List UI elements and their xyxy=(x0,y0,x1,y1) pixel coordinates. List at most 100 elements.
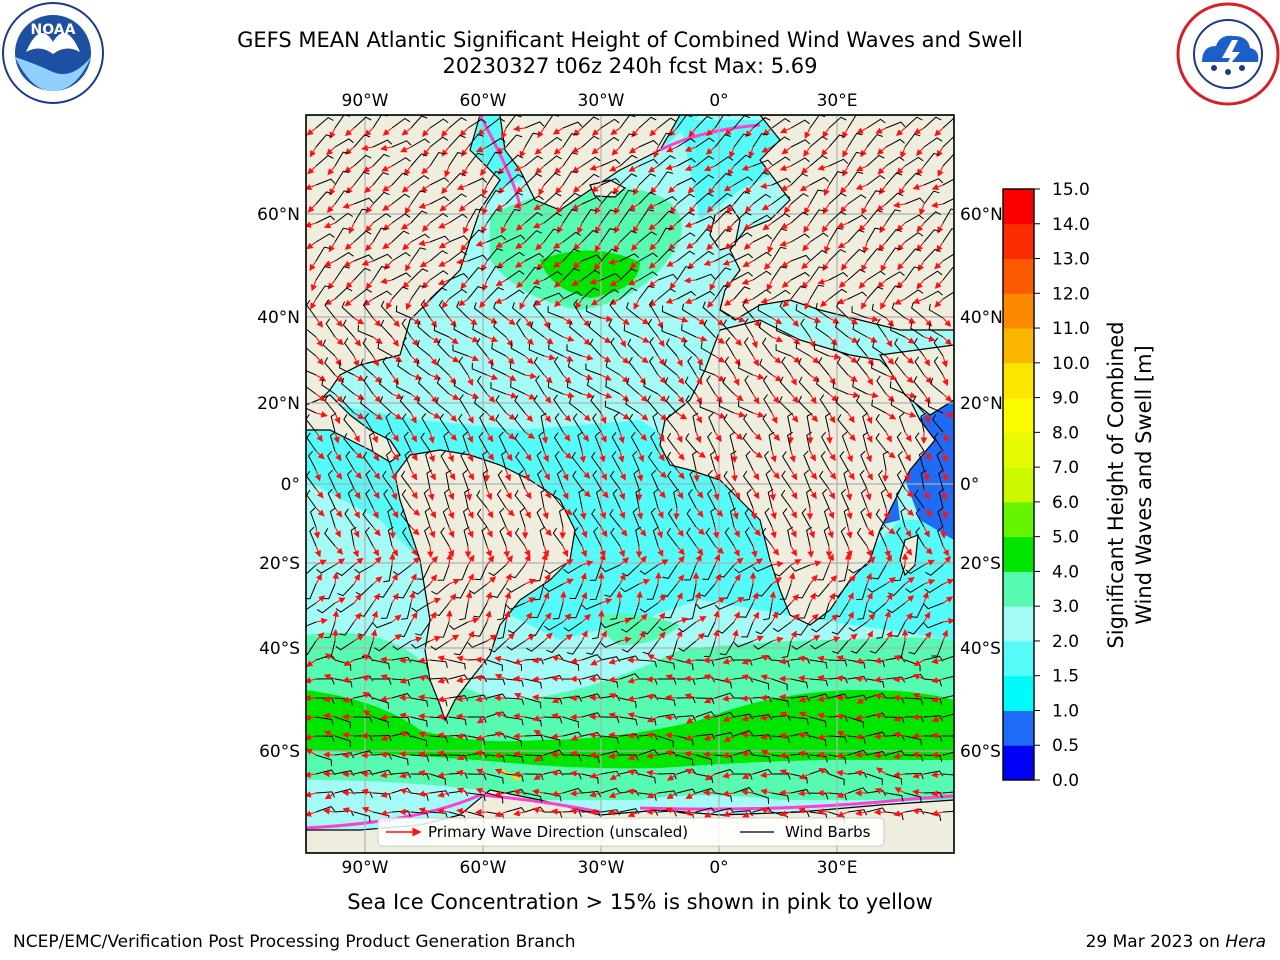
wind-barb xyxy=(619,173,638,186)
lat-tick-right: 20°S xyxy=(960,554,1001,574)
wind-barb xyxy=(638,231,657,243)
wind-barb xyxy=(809,232,829,243)
wind-barb xyxy=(562,170,578,186)
wave-direction-arrow xyxy=(315,393,326,402)
wind-barb xyxy=(410,153,428,167)
wind-barb xyxy=(890,324,906,338)
wind-barb xyxy=(324,300,336,319)
wave-direction-arrow xyxy=(821,222,830,233)
lon-tick-bottom: 60°W xyxy=(460,858,507,878)
wind-barb xyxy=(505,134,523,148)
wind-barb xyxy=(377,342,393,357)
wave-direction-arrow xyxy=(524,317,533,328)
wave-direction-arrow xyxy=(861,260,868,272)
wind-barb xyxy=(436,358,450,376)
wave-direction-arrow xyxy=(896,127,906,137)
wind-barb xyxy=(509,362,526,376)
wind-barb xyxy=(505,192,524,205)
wind-barb xyxy=(562,152,579,167)
wave-direction-arrow xyxy=(706,241,716,251)
wind-barb xyxy=(800,318,811,338)
wind-barb xyxy=(306,370,317,376)
wave-direction-arrow xyxy=(500,127,508,140)
wave-direction-arrow xyxy=(344,298,355,307)
wind-barb xyxy=(605,380,621,395)
legend-barb-label: Wind Barbs xyxy=(785,823,871,841)
wind-barb xyxy=(486,117,506,129)
wave-direction-arrow xyxy=(638,393,649,403)
wave-direction-arrow xyxy=(505,355,515,365)
wave-direction-arrow xyxy=(334,336,344,346)
wave-direction-arrow xyxy=(780,184,792,191)
wave-direction-arrow xyxy=(904,317,916,324)
wave-direction-arrow xyxy=(614,203,621,215)
wave-direction-arrow xyxy=(904,374,914,384)
wind-barb xyxy=(532,300,545,319)
wind-barb xyxy=(771,289,791,300)
wind-barb xyxy=(752,214,772,224)
wave-direction-arrow xyxy=(762,165,773,174)
wind-barb xyxy=(904,232,924,243)
wind-barb xyxy=(510,381,526,395)
wind-barb xyxy=(852,380,868,395)
wind-barb xyxy=(847,229,865,243)
wind-barb xyxy=(885,209,901,224)
wind-barb xyxy=(743,318,754,338)
wave-direction-arrow xyxy=(448,393,460,400)
wave-direction-arrow xyxy=(771,317,783,325)
wind-barb xyxy=(448,250,468,262)
wave-direction-arrow xyxy=(828,336,838,346)
wind-barb xyxy=(562,121,583,129)
wave-direction-arrow xyxy=(823,184,830,197)
wave-direction-arrow xyxy=(324,298,336,305)
wave-direction-arrow xyxy=(916,146,925,157)
wave-direction-arrow xyxy=(535,241,545,251)
wind-barb xyxy=(790,271,810,281)
wave-direction-arrow xyxy=(741,164,754,171)
wind-barb xyxy=(448,117,467,129)
wave-direction-arrow xyxy=(904,392,917,399)
wind-barb xyxy=(771,246,787,262)
wave-direction-arrow xyxy=(474,656,488,664)
wind-barb xyxy=(334,227,350,243)
colorbar-tick-label: 13.0 xyxy=(1052,250,1090,270)
wave-direction-arrow xyxy=(942,317,952,327)
wind-barb xyxy=(410,285,427,300)
wave-direction-arrow xyxy=(695,335,708,342)
wind-barb xyxy=(942,291,954,300)
wave-direction-arrow xyxy=(638,355,649,364)
wave-direction-arrow xyxy=(467,317,478,326)
wave-direction-arrow xyxy=(619,374,630,384)
wave-direction-arrow xyxy=(600,374,612,381)
wind-barb xyxy=(391,272,412,281)
wave-direction-arrow xyxy=(648,279,659,288)
wind-barb xyxy=(891,302,906,319)
wind-barb xyxy=(914,356,925,376)
wave-direction-arrow xyxy=(322,751,336,759)
wind-barb xyxy=(847,132,863,148)
wave-direction-arrow xyxy=(571,279,583,286)
colorbar-swatch xyxy=(1003,640,1034,677)
wave-direction-arrow xyxy=(534,298,545,307)
wind-barb xyxy=(833,342,849,357)
wind-barb xyxy=(516,318,526,338)
wave-direction-arrow xyxy=(608,258,621,266)
wind-barb xyxy=(315,266,331,281)
wave-direction-arrow xyxy=(742,260,754,267)
wind-barb xyxy=(904,266,921,281)
wave-direction-arrow xyxy=(684,164,697,172)
wind-barb xyxy=(657,171,674,186)
wind-barb xyxy=(876,318,887,338)
wind-barb xyxy=(306,386,317,395)
wind-barb xyxy=(334,190,351,205)
wind-barb xyxy=(714,267,732,281)
wind-barb xyxy=(638,116,657,129)
wind-barb xyxy=(815,321,830,338)
wind-barb xyxy=(391,157,411,167)
wind-barb xyxy=(362,337,374,357)
wave-direction-arrow xyxy=(429,412,441,419)
colorbar-swatch xyxy=(1003,223,1034,260)
wave-direction-arrow xyxy=(842,146,849,158)
wave-direction-arrow xyxy=(477,127,488,136)
wind-barb xyxy=(567,360,583,376)
